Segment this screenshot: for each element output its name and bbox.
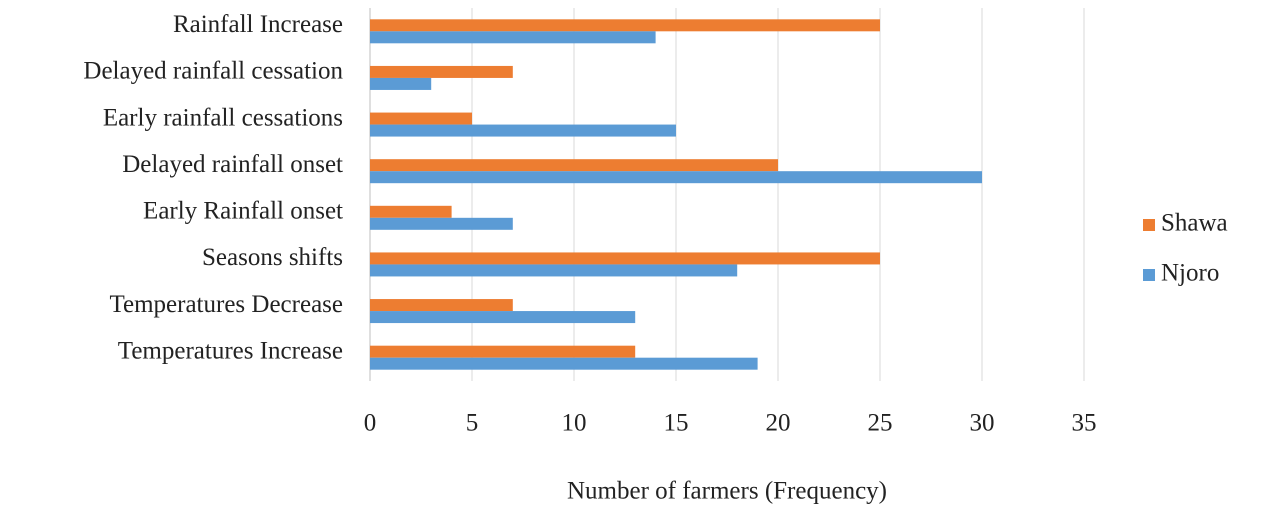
bar <box>370 299 513 312</box>
x-tick-label: 15 <box>664 410 689 437</box>
x-tick-label: 30 <box>970 410 995 437</box>
bar <box>370 217 513 230</box>
bar <box>370 65 513 78</box>
bar <box>370 264 738 277</box>
legend-swatch <box>1143 269 1155 281</box>
bar <box>370 31 656 44</box>
bar <box>370 124 676 137</box>
y-tick-label: Seasons shifts <box>202 244 343 271</box>
x-axis-title: Number of farmers (Frequency) <box>567 478 887 505</box>
y-tick-label: Rainfall Increase <box>173 11 343 38</box>
bar <box>370 77 432 90</box>
x-tick-label: 5 <box>466 410 479 437</box>
legend-label: Njoro <box>1161 260 1219 287</box>
bar <box>370 252 880 265</box>
bar <box>370 205 452 218</box>
x-tick-label: 10 <box>562 410 587 437</box>
bar <box>370 357 758 370</box>
y-tick-label: Early Rainfall onset <box>143 198 343 225</box>
bar <box>370 345 636 358</box>
x-tick-label: 25 <box>868 410 893 437</box>
bar <box>370 19 880 32</box>
bar <box>370 311 636 324</box>
y-tick-label: Delayed rainfall cessation <box>83 58 343 85</box>
bar <box>370 159 778 172</box>
legend-label: Shawa <box>1161 210 1228 237</box>
bar <box>370 112 472 125</box>
y-tick-label: Temperatures Increase <box>118 337 343 364</box>
y-tick-label: Early rainfall cessations <box>103 104 343 131</box>
y-tick-label: Delayed rainfall onset <box>122 151 343 178</box>
y-tick-label: Temperatures Decrease <box>109 291 343 318</box>
x-tick-label: 0 <box>364 410 377 437</box>
x-tick-label: 35 <box>1072 410 1097 437</box>
x-tick-label: 20 <box>766 410 791 437</box>
legend-swatch <box>1143 219 1155 231</box>
bar <box>370 171 982 184</box>
